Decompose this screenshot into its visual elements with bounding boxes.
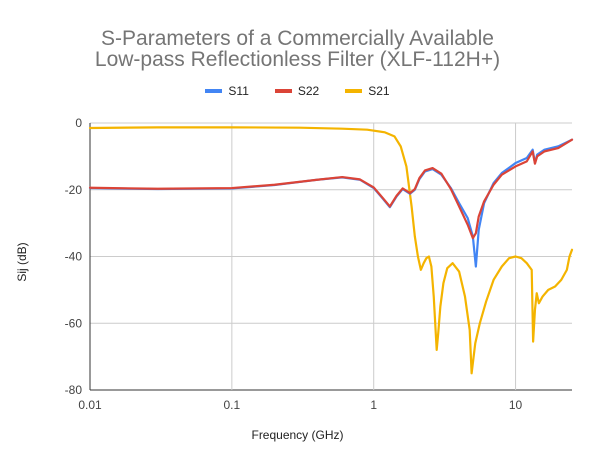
chart-title-line-2: Low-pass Reflectionless Filter (XLF-112H… <box>94 48 501 71</box>
chart-series-layer <box>88 126 574 375</box>
y-axis-label: Sij (dB) <box>15 242 29 282</box>
x-tick-label: 0.1 <box>224 398 241 412</box>
series-line-s22 <box>88 138 574 240</box>
legend-label-s22: S22 <box>297 84 320 98</box>
legend-swatch-s11 <box>205 89 223 93</box>
y-tick-label: -60 <box>65 316 83 330</box>
series-line-s21 <box>88 126 574 375</box>
legend-swatch-s22 <box>274 89 292 93</box>
legend-item-s21: S21 <box>345 84 390 98</box>
y-tick-label: -80 <box>65 383 83 397</box>
x-axis-label: Frequency (GHz) <box>251 428 344 442</box>
y-tick-label: -20 <box>65 183 83 197</box>
series-line-s11 <box>88 138 574 268</box>
legend-swatch-s21 <box>345 89 363 93</box>
y-tick-label: -40 <box>65 250 83 264</box>
legend-item-s22: S22 <box>274 84 320 98</box>
chart-tick-labels: 0 -20 -40 -60 -800.01 0.1 1 10 <box>65 116 523 412</box>
legend-label-s11: S11 <box>228 84 249 98</box>
x-tick-label: 0.01 <box>78 398 102 412</box>
chart-grid <box>89 122 572 391</box>
chart-title: S-Parameters of a Commercially Available… <box>0 28 595 70</box>
chart-legend: S11 S22 S21 <box>0 84 595 98</box>
chart-title-line-1: S-Parameters of a Commercially Available <box>101 27 494 50</box>
x-tick-label: 10 <box>509 398 523 412</box>
legend-label-s21: S21 <box>368 84 390 98</box>
legend-item-s11: S11 <box>205 84 249 98</box>
x-tick-label: 1 <box>370 398 377 412</box>
y-tick-label: 0 <box>75 116 82 130</box>
